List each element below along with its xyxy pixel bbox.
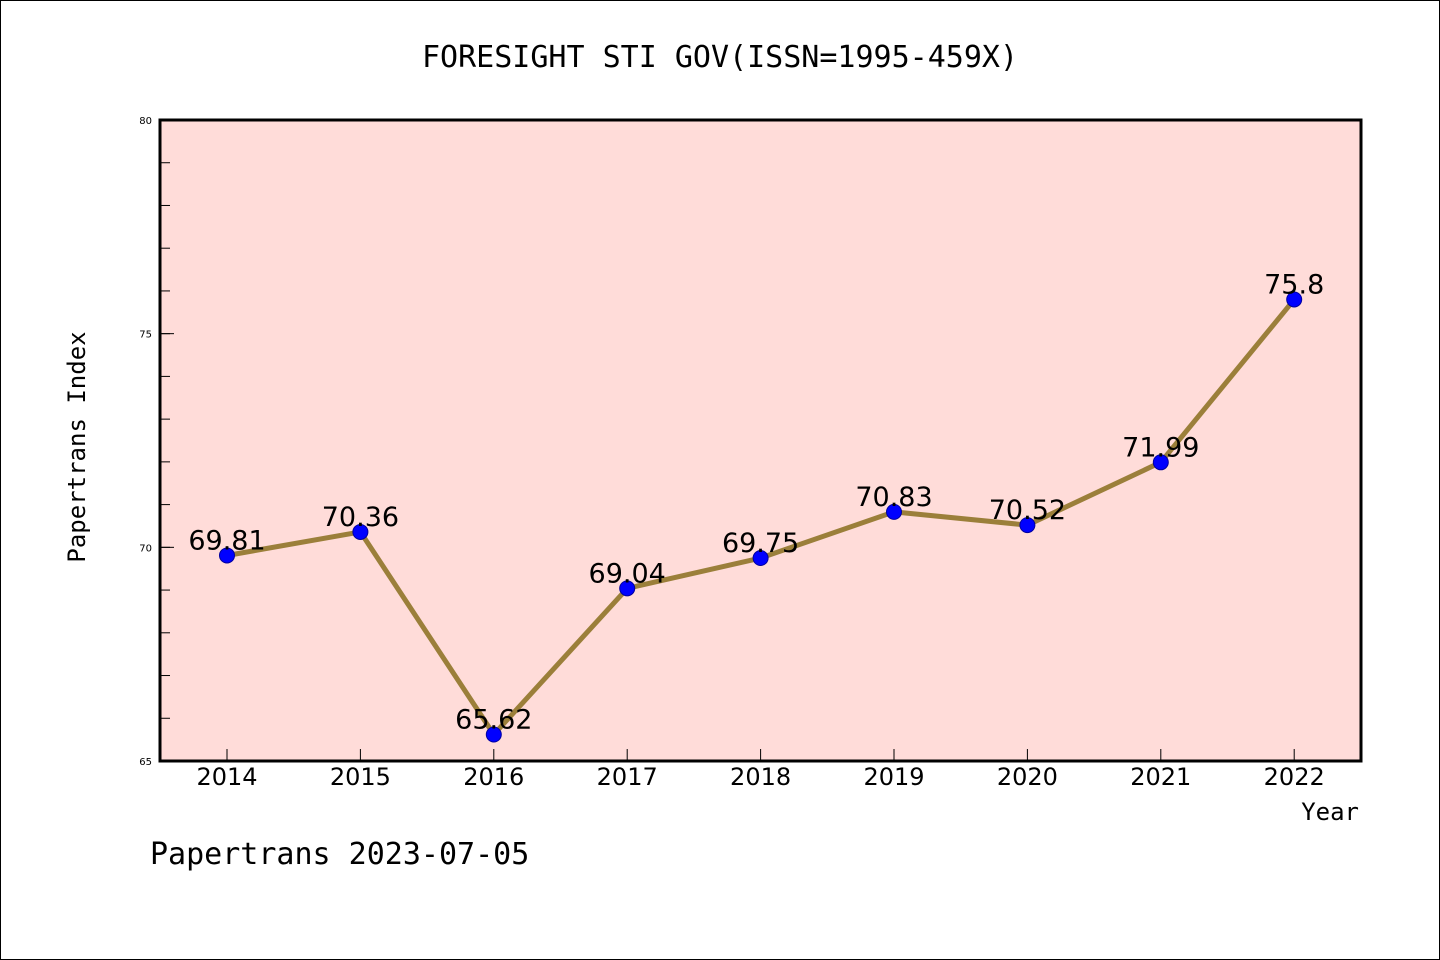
x-tick-label: 2016 (463, 763, 524, 791)
x-tick-label: 2017 (597, 763, 658, 791)
y-tick-label: 70 (139, 543, 152, 554)
y-axis-ticks: 65 70 75 80 (139, 116, 174, 768)
data-point (352, 523, 369, 540)
x-tick-label: 2022 (1264, 763, 1325, 791)
x-axis-ticks: 2014 2015 2016 2017 2018 2019 2020 2021 2022 (196, 749, 1325, 791)
y-tick-label: 65 (139, 757, 152, 768)
data-label: 70.83 (855, 482, 932, 513)
y-tick-label: 80 (139, 116, 152, 127)
x-tick-label: 2015 (330, 763, 391, 791)
y-tick-label: 75 (139, 330, 152, 341)
data-labels: 69.81 70.36 65.62 69.04 69.75 70.83 70.52 71.99… (188, 269, 1324, 735)
data-point (219, 547, 235, 564)
data-point (752, 550, 769, 567)
footer-text: Papertrans 2023-07-05 (150, 837, 529, 872)
data-label: 71.99 (1122, 432, 1199, 463)
x-tick-label: 2021 (1130, 763, 1191, 791)
x-tick-label: 2020 (997, 763, 1058, 791)
data-point (1019, 517, 1036, 534)
x-axis-label: Year (1301, 798, 1359, 826)
data-label: 70.52 (989, 495, 1066, 526)
data-label: 69.04 (589, 558, 666, 589)
x-tick-label: 2018 (730, 763, 791, 791)
x-tick-label: 2014 (196, 763, 257, 791)
data-label: 70.36 (322, 502, 399, 533)
y-axis-label: Papertrans Index (63, 331, 91, 562)
data-label: 75.8 (1264, 269, 1324, 300)
data-point (886, 503, 902, 520)
data-label: 69.75 (722, 528, 799, 559)
data-point (1286, 291, 1303, 308)
data-point (619, 580, 636, 597)
data-label: 69.81 (188, 525, 265, 556)
data-point (1152, 454, 1169, 471)
plot-area (158, 118, 1363, 763)
chart-title: FORESIGHT STI GOV(ISSN=1995-459X) (422, 40, 1018, 75)
data-point (485, 726, 502, 743)
x-tick-label: 2019 (863, 763, 924, 791)
data-label: 65.62 (455, 705, 532, 736)
data-markers (219, 291, 1303, 743)
